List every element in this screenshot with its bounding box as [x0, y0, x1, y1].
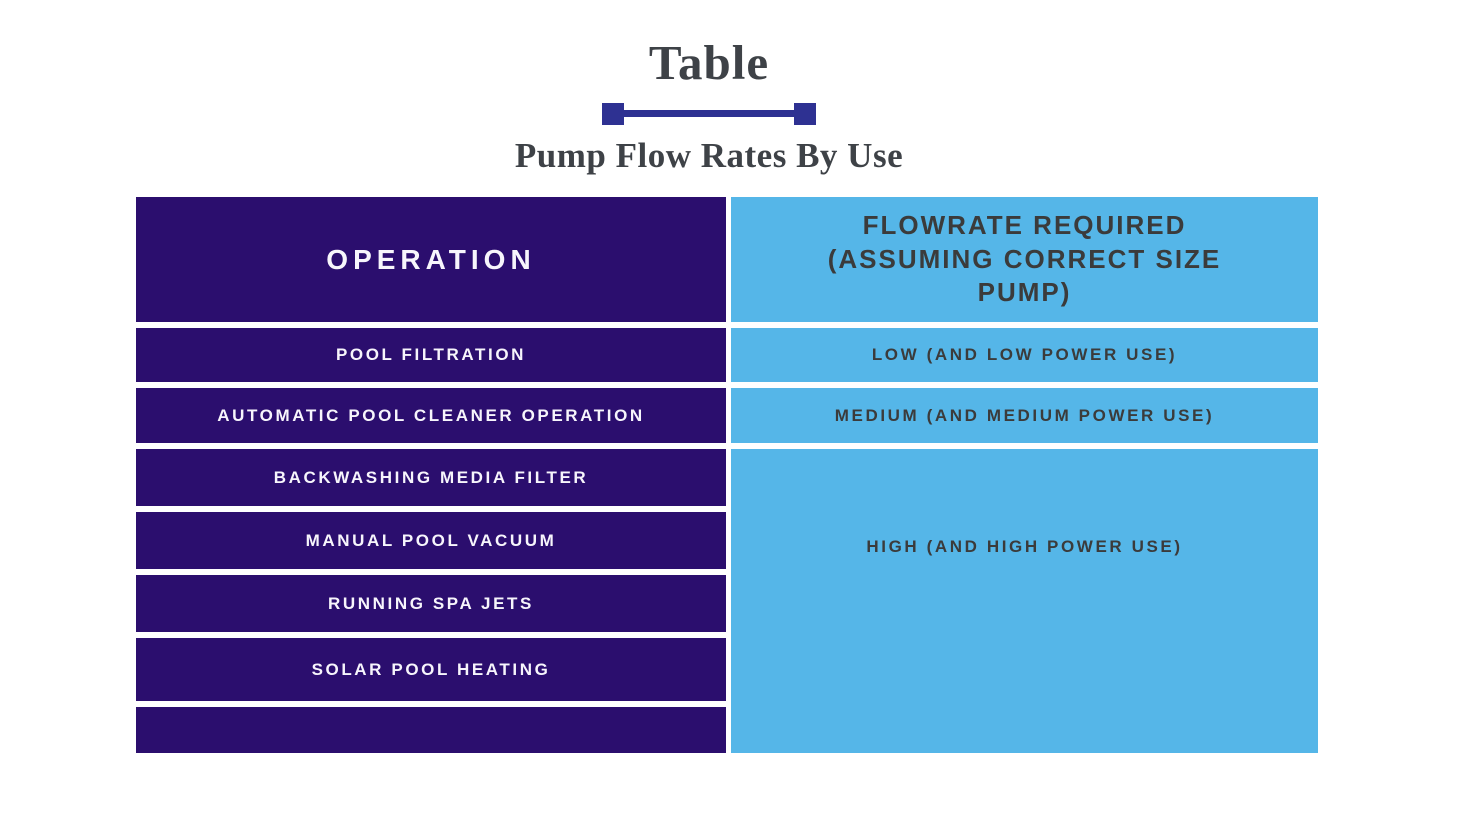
title-divider-ornament: [602, 102, 816, 125]
operation-cell-running-spa-jets: RUNNING SPA JETS: [136, 575, 726, 632]
operation-header-label: OPERATION: [326, 243, 536, 275]
operation-cell-empty: [136, 707, 726, 753]
flowrate-column: FLOWRATE REQUIRED (ASSUMING CORRECT SIZE…: [731, 197, 1318, 753]
operation-cell-manual-pool-vacuum: MANUAL POOL VACUUM: [136, 512, 726, 569]
page-header: Table Pump Flow Rates By Use: [0, 0, 1438, 176]
operation-column: OPERATION POOL FILTRATION AUTOMATIC POOL…: [136, 197, 726, 753]
pump-flow-rates-table: OPERATION POOL FILTRATION AUTOMATIC POOL…: [136, 197, 1318, 753]
flowrate-header-text: FLOWRATE REQUIRED (ASSUMING CORRECT SIZE…: [827, 209, 1222, 308]
flowrate-label: LOW (AND LOW POWER USE): [871, 345, 1178, 364]
operation-cell-backwashing-media-filter: BACKWASHING MEDIA FILTER: [136, 449, 726, 506]
operation-cell-solar-pool-heating: SOLAR POOL HEATING: [136, 638, 726, 701]
flowrate-label: MEDIUM (AND MEDIUM POWER USE): [834, 405, 1215, 425]
operation-header-cell: OPERATION: [136, 197, 726, 322]
operation-label: SOLAR POOL HEATING: [311, 659, 551, 679]
flowrate-cell-high-merged: HIGH (AND HIGH POWER USE): [731, 449, 1318, 753]
flowrate-header-label: FLOWRATE REQUIRED (ASSUMING CORRECT SIZE…: [785, 209, 1265, 310]
operation-label: POOL FILTRATION: [335, 345, 527, 364]
operation-cell-automatic-pool-cleaner: AUTOMATIC POOL CLEANER OPERATION: [136, 388, 726, 443]
flowrate-cell-medium: MEDIUM (AND MEDIUM POWER USE): [731, 388, 1318, 443]
flowrate-cell-low: LOW (AND LOW POWER USE): [731, 328, 1318, 382]
divider-right-square: [794, 102, 816, 125]
page-title: Table: [648, 35, 770, 90]
operation-label: MANUAL POOL VACUUM: [305, 530, 557, 550]
divider-left-square: [602, 102, 624, 125]
flowrate-label: HIGH (AND HIGH POWER USE): [866, 537, 1183, 556]
operation-label: AUTOMATIC POOL CLEANER OPERATION: [217, 405, 645, 425]
operation-label: RUNNING SPA JETS: [328, 593, 534, 613]
divider-line: [624, 110, 794, 118]
operation-label: BACKWASHING MEDIA FILTER: [273, 467, 589, 487]
flowrate-header-cell: FLOWRATE REQUIRED (ASSUMING CORRECT SIZE…: [731, 197, 1318, 322]
operation-cell-pool-filtration: POOL FILTRATION: [136, 328, 726, 382]
page-subtitle: Pump Flow Rates By Use: [514, 135, 904, 175]
